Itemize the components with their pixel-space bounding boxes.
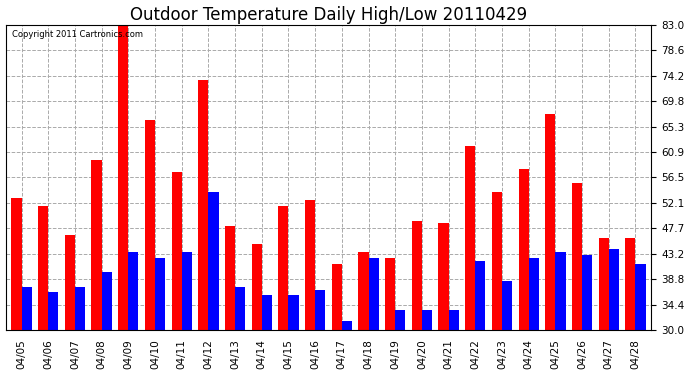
Bar (358, 252, 368, 330)
Bar (208, 192, 219, 330)
Bar (305, 201, 315, 330)
Bar (128, 252, 139, 330)
Bar (422, 310, 432, 330)
Bar (448, 310, 459, 330)
Bar (315, 290, 325, 330)
Bar (385, 258, 395, 330)
Bar (101, 272, 112, 330)
Bar (475, 261, 486, 330)
Bar (492, 192, 502, 330)
Bar (172, 172, 181, 330)
Bar (252, 244, 262, 330)
Bar (502, 281, 512, 330)
Bar (519, 169, 529, 330)
Bar (609, 249, 619, 330)
Bar (75, 287, 85, 330)
Bar (38, 206, 48, 330)
Bar (582, 255, 592, 330)
Bar (198, 80, 208, 330)
Bar (368, 258, 379, 330)
Bar (529, 258, 539, 330)
Bar (92, 160, 101, 330)
Bar (635, 264, 646, 330)
Bar (599, 238, 609, 330)
Bar (155, 258, 165, 330)
Bar (225, 226, 235, 330)
Bar (118, 25, 128, 330)
Bar (625, 238, 635, 330)
Bar (21, 287, 32, 330)
Bar (332, 264, 342, 330)
Title: Outdoor Temperature Daily High/Low 20110429: Outdoor Temperature Daily High/Low 20110… (130, 6, 527, 24)
Bar (438, 224, 449, 330)
Bar (465, 146, 475, 330)
Bar (48, 292, 59, 330)
Bar (342, 321, 352, 330)
Bar (145, 120, 155, 330)
Bar (412, 220, 422, 330)
Bar (65, 235, 75, 330)
Bar (12, 198, 21, 330)
Bar (572, 183, 582, 330)
Bar (545, 114, 555, 330)
Bar (395, 310, 406, 330)
Bar (555, 252, 566, 330)
Bar (262, 296, 272, 330)
Bar (288, 296, 299, 330)
Bar (278, 206, 288, 330)
Bar (181, 252, 192, 330)
Bar (235, 287, 245, 330)
Text: Copyright 2011 Cartronics.com: Copyright 2011 Cartronics.com (12, 30, 143, 39)
